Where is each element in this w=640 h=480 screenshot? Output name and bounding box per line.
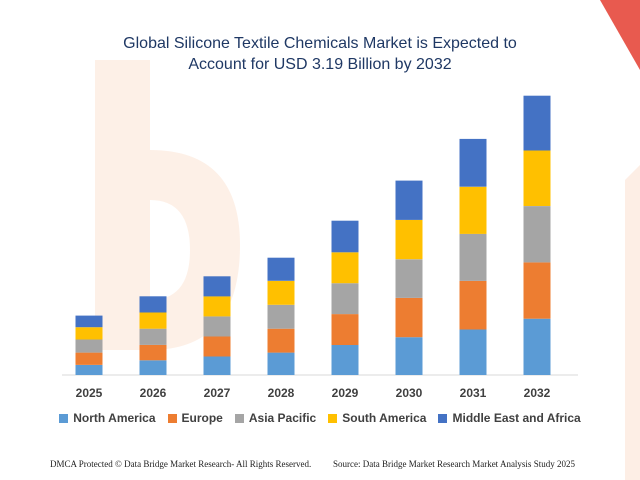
bar-segment-2029-south-america (331, 252, 359, 284)
bar-segment-2028-asia-pacific (267, 304, 295, 329)
legend-item-europe: Europe (167, 411, 223, 425)
bar-segment-2029-middle-east-and-africa (331, 220, 359, 253)
x-tick-label-2032: 2032 (524, 386, 551, 400)
x-tick-label-2029: 2029 (332, 386, 359, 400)
bar-segment-2027-south-america (203, 296, 231, 317)
legend-item-middle-east-and-africa: Middle East and Africa (438, 411, 581, 425)
bar-segment-2032-asia-pacific (523, 206, 551, 263)
bar-segment-2031-middle-east-and-africa (459, 138, 487, 187)
bar-segment-2030-north-america (395, 337, 423, 375)
bar-segment-2026-south-america (139, 312, 167, 329)
bar-segment-2030-europe (395, 297, 423, 338)
bar-segment-2030-middle-east-and-africa (395, 180, 423, 220)
chart-title-line-1: Global Silicone Textile Chemicals Market… (123, 35, 517, 52)
bar-segment-2027-middle-east-and-africa (203, 276, 231, 297)
bar-segment-2025-north-america (75, 365, 103, 375)
bar-segment-2025-asia-pacific (75, 339, 103, 353)
legend-item-south-america: South America (328, 411, 426, 425)
bar-segment-2025-europe (75, 352, 103, 365)
footer-copyright: DMCA Protected © Data Bridge Market Rese… (50, 459, 312, 469)
legend-label: North America (73, 411, 156, 425)
bar-segment-2030-asia-pacific (395, 259, 423, 298)
bar-segment-2029-europe (331, 314, 359, 345)
bar-segment-2028-middle-east-and-africa (267, 257, 295, 281)
bar-segment-2028-south-america (267, 280, 295, 305)
bar-segment-2032-north-america (523, 318, 551, 375)
legend-item-asia-pacific: Asia Pacific (234, 411, 317, 425)
x-tick-label-2030: 2030 (396, 386, 423, 400)
legend-swatch (59, 413, 69, 423)
bar-segment-2032-middle-east-and-africa (523, 95, 551, 151)
bar-segment-2027-asia-pacific (203, 316, 231, 337)
legend-label: South America (342, 411, 427, 425)
x-tick-label-2028: 2028 (268, 386, 295, 400)
legend-swatch (328, 413, 338, 423)
bar-segment-2029-asia-pacific (331, 283, 359, 315)
bar-segment-2026-asia-pacific (139, 328, 167, 345)
chart-title-line-2: Account for USD 3.19 Billion by 2032 (188, 56, 452, 73)
legend-swatch (234, 413, 244, 423)
bar-segment-2031-asia-pacific (459, 233, 487, 281)
x-tick-label-2027: 2027 (204, 386, 231, 400)
bar-segment-2028-north-america (267, 352, 295, 375)
bar-segment-2025-middle-east-and-africa (75, 315, 103, 328)
bar-segment-2026-europe (139, 344, 167, 361)
bar-segment-2030-south-america (395, 219, 423, 260)
x-tick-label-2026: 2026 (140, 386, 167, 400)
bar-segment-2026-middle-east-and-africa (139, 296, 167, 313)
chart-title: Global Silicone Textile Chemicals Market… (0, 33, 640, 75)
legend-label: Europe (181, 411, 223, 425)
bar-segment-2029-north-america (331, 344, 359, 375)
bar-segment-2028-europe (267, 328, 295, 353)
chart-legend: North America Europe Asia Pacific South Ame… (0, 411, 640, 425)
bar-segment-2031-north-america (459, 329, 487, 375)
bar-segment-2027-north-america (203, 356, 231, 375)
legend-item-north-america: North America (59, 411, 156, 425)
bar-segment-2025-south-america (75, 327, 103, 340)
bar-segment-2032-europe (523, 262, 551, 319)
bar-segment-2032-south-america (523, 150, 551, 206)
legend-label: Middle East and Africa (452, 411, 581, 425)
legend-swatch (167, 413, 177, 423)
x-tick-label-2025: 2025 (76, 386, 103, 400)
legend-swatch (438, 413, 448, 423)
x-tick-label-2031: 2031 (460, 386, 487, 400)
bar-segment-2031-europe (459, 280, 487, 330)
legend-label: Asia Pacific (248, 411, 317, 425)
bar-segment-2031-south-america (459, 186, 487, 234)
bar-segment-2027-europe (203, 336, 231, 357)
bar-segment-2026-north-america (139, 360, 167, 375)
footer-source: Source: Data Bridge Market Research Mark… (333, 459, 575, 469)
